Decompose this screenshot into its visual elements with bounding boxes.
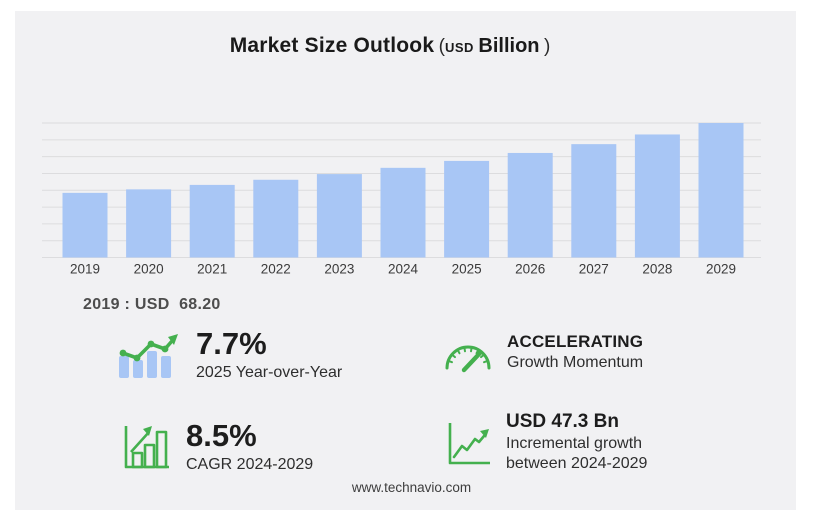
- stat-incremental-label: Incremental growth between 2024-2029: [506, 434, 648, 472]
- stat-yoy-value: 7.7%: [196, 326, 267, 361]
- title-open-paren: (: [438, 36, 445, 57]
- bar-2019: [62, 192, 108, 258]
- stat-incremental: USD 47.3 Bn Incremental growth between 2…: [444, 412, 684, 474]
- x-tick-label-2019: 2019: [70, 262, 100, 277]
- x-tick-label-2022: 2022: [261, 262, 291, 277]
- stat-incremental-value: USD 47.3 Bn: [506, 411, 619, 432]
- x-tick-label-2028: 2028: [642, 262, 672, 277]
- bar-2021: [189, 184, 235, 258]
- title-unit-billion: Billion: [478, 35, 540, 57]
- bar-2027: [571, 144, 617, 258]
- bar-2024: [380, 167, 426, 258]
- bar-trend-icon: [118, 331, 182, 379]
- x-tick-label-2029: 2029: [706, 262, 736, 277]
- bar-2022: [253, 179, 299, 258]
- x-tick-label-2023: 2023: [324, 262, 354, 277]
- bar-2028: [634, 134, 680, 258]
- bar-2020: [126, 189, 172, 258]
- x-tick-label-2026: 2026: [515, 262, 545, 277]
- stat-cagr: 8.5% CAGR 2024-2029: [122, 418, 314, 475]
- stat-yoy: 7.7% 2025 Year-over-Year: [118, 326, 343, 383]
- x-tick-label-2021: 2021: [197, 262, 227, 277]
- title-close-paren: ): [543, 36, 551, 57]
- trend-line-icon: [444, 419, 492, 467]
- bar-growth-icon: [122, 424, 172, 470]
- bar-2026: [507, 152, 553, 258]
- page-title: Market Size Outlook (USD Billion ): [0, 34, 780, 58]
- market-bar-chart: 2019 2020 2021 2022 2023 2024 2025 2026 2027 2028…: [42, 122, 761, 277]
- stat-momentum: ACCELERATING Growth Momentum: [441, 332, 643, 374]
- x-tick-label-2025: 2025: [452, 262, 482, 277]
- bar-2023: [316, 174, 362, 258]
- stat-cagr-label: CAGR 2024-2029: [186, 455, 314, 473]
- stat-momentum-label: Growth Momentum: [507, 353, 644, 371]
- stat-yoy-label: 2025 Year-over-Year: [196, 363, 343, 381]
- bar-2025: [444, 160, 490, 258]
- base-year-note: 2019 : USD 68.20: [83, 296, 221, 313]
- gauge-icon: [441, 332, 493, 374]
- x-tick-label-2020: 2020: [134, 262, 164, 277]
- title-text: Market Size Outlook: [229, 34, 435, 57]
- x-tick-label-2027: 2027: [579, 262, 609, 277]
- x-tick-label-2024: 2024: [388, 262, 419, 277]
- title-unit-usd: USD: [445, 40, 474, 55]
- footer-url: www.technavio.com: [351, 480, 472, 495]
- stat-momentum-value: ACCELERATING: [507, 332, 644, 352]
- stat-cagr-value: 8.5%: [186, 418, 257, 453]
- infographic-card: [15, 11, 796, 510]
- bar-2029: [698, 123, 744, 258]
